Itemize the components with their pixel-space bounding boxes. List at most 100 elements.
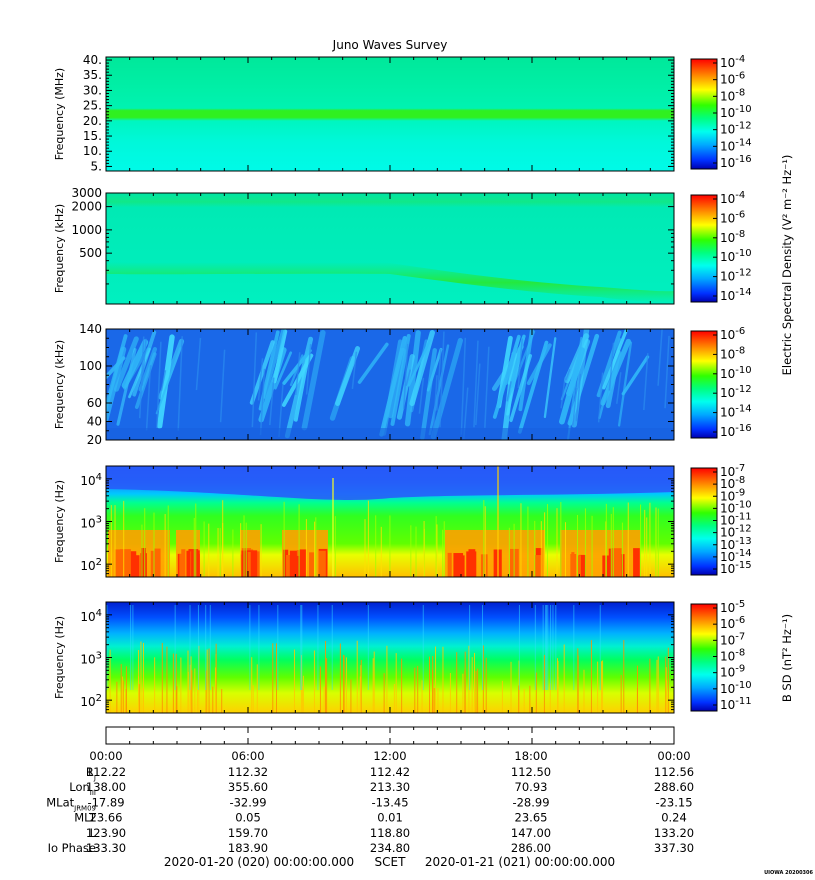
- emission-streak: [259, 368, 266, 436]
- emission-streak: [460, 337, 467, 435]
- y-tick-label: 20: [87, 433, 102, 447]
- emission-streak: [616, 372, 622, 404]
- emission-streak: [128, 347, 151, 399]
- colorbar-label: 10-8: [720, 229, 745, 245]
- ephemeris-value: 355.60: [228, 780, 268, 794]
- y-tick-label: 25.: [83, 99, 102, 113]
- emission-streak: [407, 339, 432, 387]
- ephemeris-value: 23.66: [90, 811, 123, 825]
- burst-core: [309, 552, 314, 577]
- y-tick-label: 102: [80, 693, 102, 709]
- emission-streak: [526, 343, 552, 386]
- colorbar-label: 10-6: [720, 615, 745, 631]
- colorbar-frame: [690, 58, 718, 170]
- emission-streak: [249, 340, 275, 405]
- y-tick-label: 2000: [71, 200, 102, 214]
- colorbar-label: 10-12: [720, 524, 752, 540]
- emission-streak: [155, 347, 182, 415]
- magnetic-colorbar-title: B SD (nT² Hz⁻¹): [780, 614, 794, 702]
- emission-streak: [145, 365, 152, 431]
- y-tick-label: 10.: [83, 144, 102, 158]
- emission-streak: [559, 347, 585, 425]
- emission-streak: [571, 387, 578, 426]
- emission-streak: [138, 336, 145, 419]
- panel-2-spectrogram: [105, 192, 675, 305]
- emission-streak: [420, 348, 437, 440]
- emission-streak: [141, 338, 147, 386]
- ephemeris-value: 70.93: [515, 780, 548, 794]
- ephemeris-value: 337.30: [654, 841, 694, 855]
- burst-core: [534, 555, 542, 577]
- emission-streak: [506, 381, 512, 402]
- emission-streak: [121, 339, 149, 389]
- burst-core: [633, 548, 640, 577]
- burst-core: [608, 548, 612, 577]
- time-axis-label: SCET: [375, 855, 407, 869]
- panel-2-emission-band: [106, 262, 674, 303]
- panel-3-axes: 20 40 60 100 140 Frequency (kHz) 10-6 10-8 10-10…: [53, 322, 752, 447]
- colorbar-label: 10-5: [720, 599, 745, 615]
- time-axis: [105, 727, 675, 744]
- panel-5-ylabel: Frequency (Hz): [53, 616, 66, 699]
- colorbar-label: 10-7: [720, 463, 745, 479]
- emission-streak: [219, 349, 226, 423]
- colorbar-frame: [690, 603, 718, 712]
- emission-streak: [597, 372, 604, 423]
- hiss-region: [106, 466, 674, 501]
- time-tick-label: 18:00: [514, 749, 547, 763]
- y-tick-label: 3000: [71, 186, 102, 200]
- y-tick-label: 1000: [71, 223, 102, 237]
- y-tick-label: 40.: [83, 53, 102, 67]
- colorbar-label: 10-8: [720, 475, 745, 491]
- burst-core: [579, 554, 587, 577]
- burst-core: [154, 548, 161, 577]
- colorbar-label: 10-14: [720, 404, 752, 420]
- emission-streak: [575, 373, 582, 422]
- panel-5-spikes: [106, 605, 669, 713]
- panel-1-ylabel: Frequency (MHz): [53, 68, 66, 160]
- burst-core: [140, 553, 147, 577]
- burst-core: [447, 552, 452, 577]
- ephemeris-value: 118.80: [370, 826, 410, 840]
- emission-streak: [134, 352, 157, 409]
- colorbar-label: 10-14: [720, 137, 752, 153]
- y-tick-label: 100: [79, 359, 102, 373]
- electric-colorbar-title: Electric Spectral Density (V² m⁻² Hz⁻¹): [780, 155, 794, 376]
- ephemeris-value: 147.00: [511, 826, 551, 840]
- ephemeris-value: -28.99: [512, 795, 549, 809]
- colorbar-label: 10-10: [720, 365, 752, 381]
- colorbar-label: 10-6: [720, 71, 745, 87]
- ephemeris-value: 112.56: [654, 765, 694, 779]
- emission-streak: [257, 358, 264, 401]
- emission-streak: [113, 336, 139, 392]
- panel-5-spectrogram: [105, 601, 675, 714]
- time-tick-label: 00:00: [89, 749, 122, 763]
- emission-streak: [432, 375, 438, 439]
- colorbar-label: 10-12: [720, 121, 752, 137]
- ephemeris-value: -32.99: [229, 795, 266, 809]
- emission-streak: [473, 340, 479, 428]
- ephemeris-value: 112.32: [228, 765, 268, 779]
- emission-streak: [484, 346, 490, 428]
- colorbar-label: 10-6: [720, 326, 745, 342]
- emission-streak: [390, 333, 411, 426]
- burst-core: [150, 550, 157, 577]
- colorbar-label: 10-12: [720, 268, 752, 284]
- y-tick-label: 35.: [83, 68, 102, 82]
- emission-streak: [301, 329, 326, 431]
- emission-streak: [295, 352, 301, 396]
- emission-streak: [492, 334, 521, 419]
- panel-1-image: [106, 57, 674, 171]
- y-tick-label: 500: [79, 246, 102, 260]
- ephemeris-value: 213.30: [370, 780, 410, 794]
- panel-4-emission-bursts: [106, 466, 674, 577]
- panel-2-image: [106, 193, 674, 304]
- time-tick-label: 12:00: [373, 749, 406, 763]
- colorbar-frame: [690, 467, 718, 576]
- ephemeris-value: 0.05: [235, 811, 261, 825]
- emission-streak: [418, 377, 425, 414]
- ephemeris-value: 133.30: [86, 841, 126, 855]
- panel-4-spectrogram: [105, 465, 675, 578]
